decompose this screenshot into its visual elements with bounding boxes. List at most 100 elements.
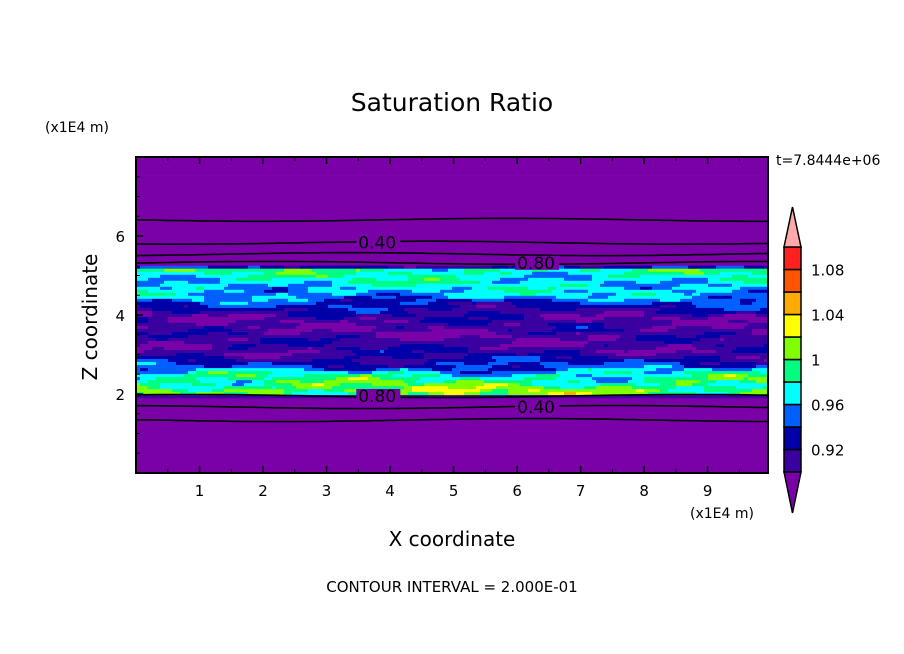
field-cell [580,349,597,354]
field-cell [136,424,769,429]
field-cell [136,199,769,203]
field-cell [432,328,489,332]
field-cell [308,298,325,302]
field-cell [692,373,709,378]
field-cell [576,373,593,378]
field-cell [644,310,657,314]
field-cell [676,334,697,339]
field-cell [172,286,197,290]
field-cell [136,352,177,357]
field-cell [236,277,273,281]
field-cell [188,358,197,363]
field-cell [692,340,769,345]
field-cell [636,382,661,387]
field-cell [736,355,761,360]
field-cell [136,400,769,405]
field-cell [252,379,265,384]
field-cell [600,268,633,272]
field-cell [332,292,357,296]
field-cell [204,289,225,293]
field-cell [656,367,685,372]
field-cell [196,370,209,375]
field-cell [288,343,325,348]
field-cell [200,379,237,384]
field-cell [288,349,321,354]
field-cell [528,331,557,336]
field-cell [264,316,317,320]
field-cell [736,385,765,390]
field-cell [624,328,641,332]
field-cell [344,316,361,320]
field-cell [136,208,769,212]
field-cell [152,307,285,311]
field-cell [352,358,429,363]
field-cell [204,325,225,329]
field-cell [248,301,317,305]
field-cell [136,445,769,450]
field-cell [280,319,305,323]
field-cell [704,271,721,275]
field-cell [608,295,693,299]
field-cell [164,346,213,351]
contour-line [135,260,768,266]
field-cell [200,301,221,305]
field-cell [504,298,553,302]
field-cell [524,313,541,317]
field-cell [588,289,673,293]
field-cell [624,298,661,302]
field-cell [268,298,289,302]
field-cell [512,301,581,305]
chart-title: Saturation Ratio [350,88,554,117]
field-cell [540,355,557,360]
field-cell [136,232,769,236]
colorbar-tick-label: 1.04 [811,307,844,325]
field-cell [428,325,445,329]
field-cell [444,391,465,396]
field-cell [312,328,333,332]
field-cell [356,286,453,290]
field-cell [312,382,325,387]
colorbar-lower-arrow [783,471,802,514]
field-cell [396,325,405,329]
field-cell [248,361,273,366]
field-cell [488,328,509,332]
field-cell [196,376,229,381]
field-cell [564,277,593,281]
field-cell [764,358,769,363]
field-cell [764,385,769,390]
field-cell [688,265,717,269]
field-cell [480,346,509,351]
field-cell [428,358,497,363]
field-cell [696,334,721,339]
field-cell [136,292,141,296]
field-cell [440,370,461,375]
field-cell [424,352,469,357]
field-cell [136,448,769,453]
field-cell [720,361,757,366]
field-cell [148,379,201,384]
field-cell [136,406,769,411]
field-cell [300,331,377,336]
field-cell [384,268,433,272]
field-cell [148,325,205,329]
field-cell [340,286,357,290]
field-cell [160,382,193,387]
field-cell [496,331,529,336]
field-cell [136,421,769,426]
field-cell [644,376,709,381]
field-cell [432,295,449,299]
field-cell [404,379,417,384]
field-cell [324,298,341,302]
colorbar-segment [783,313,802,338]
field-cell [384,319,409,323]
field-cell [464,361,489,366]
field-cell [228,283,269,287]
field-cell [416,298,437,302]
field-cell [724,337,769,342]
field-cell [136,268,165,272]
field-cell [660,307,725,311]
field-cell [288,286,309,290]
field-cell [560,385,585,390]
field-cell [224,391,249,396]
field-cell [224,325,249,329]
